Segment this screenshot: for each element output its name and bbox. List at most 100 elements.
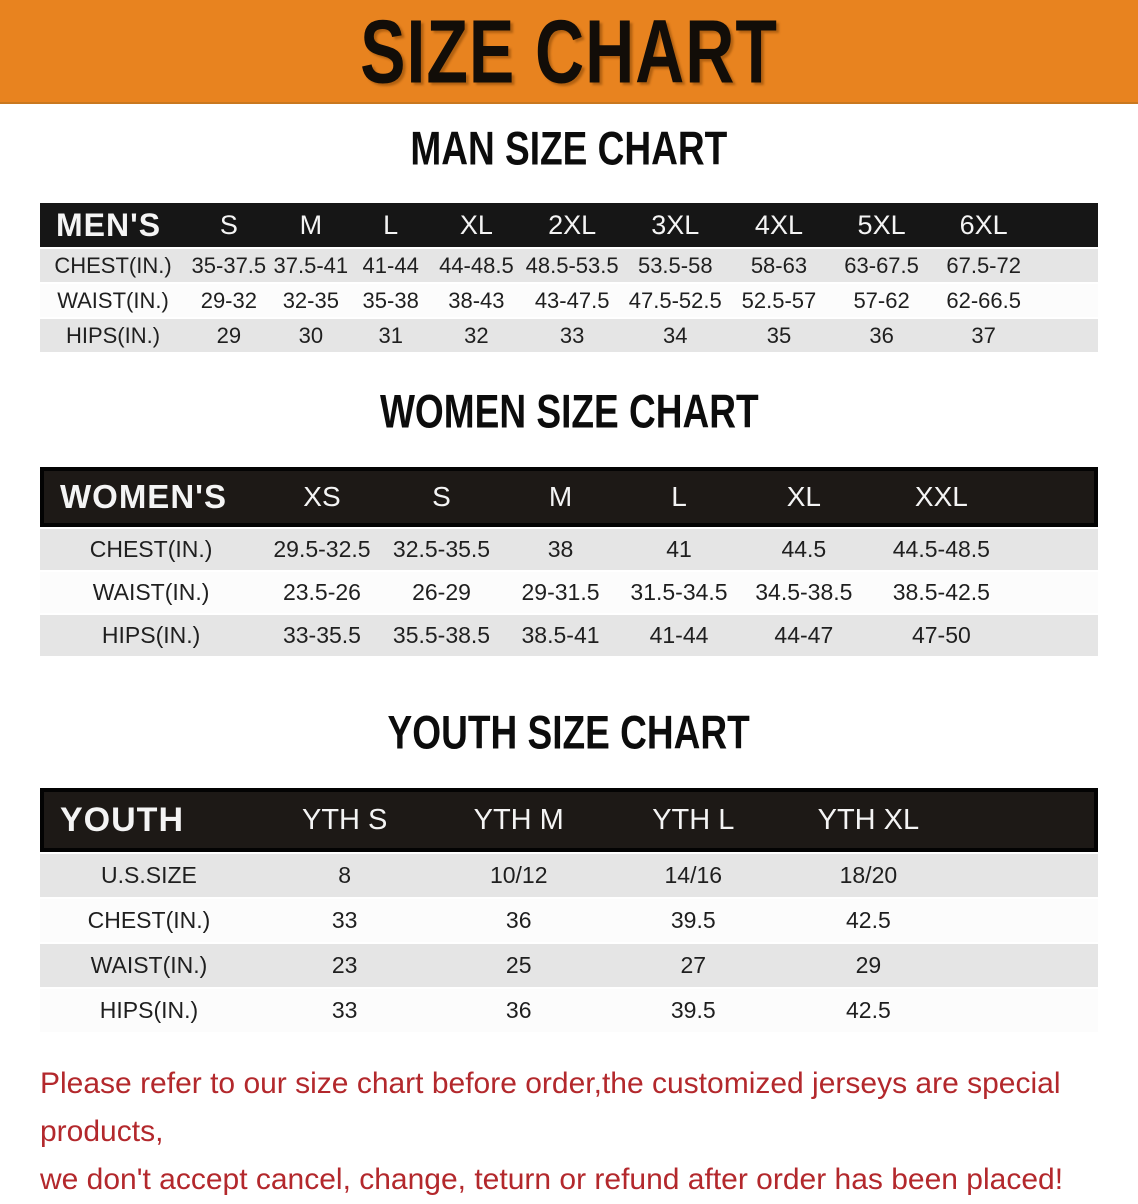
spacer-cell [956,899,1098,942]
women-col-xxl: XXL [869,467,1014,527]
spacer-cell [956,989,1098,1032]
cell: 25 [431,944,606,987]
cell: 29 [186,319,272,352]
cell: 14/16 [606,854,781,897]
cell: 32 [431,319,522,352]
cell: 62-66.5 [932,284,1035,317]
cell: 39.5 [606,899,781,942]
spacer-cell [956,944,1098,987]
cell: 48.5-53.5 [521,249,623,282]
cell: 10/12 [431,854,606,897]
men-col-3xl: 3XL [622,203,728,247]
spacer-cell [956,788,1098,852]
cell: 58-63 [727,249,831,282]
row-label: HIPS(IN.) [40,615,263,656]
women-waist-row: WAIST(IN.) 23.5-26 26-29 29-31.5 31.5-34… [40,572,1098,613]
cell: 35-37.5 [186,249,272,282]
men-size-table: MEN'S S M L XL 2XL 3XL 4XL 5XL 6XL CHEST… [40,201,1098,354]
men-col-s: S [186,203,272,247]
youth-chest-row: CHEST(IN.) 33 36 39.5 42.5 [40,899,1098,942]
cell: 37 [932,319,1035,352]
youth-col-m: YTH M [431,788,606,852]
row-label: CHEST(IN.) [40,249,186,282]
men-hips-row: HIPS(IN.) 29 30 31 32 33 34 35 36 37 [40,319,1098,352]
row-label: WAIST(IN.) [40,284,186,317]
men-section-heading: MAN SIZE CHART [0,123,1138,178]
cell: 43-47.5 [521,284,623,317]
cell: 38.5-41 [501,615,620,656]
spacer-cell [1034,284,1098,317]
cell: 35 [727,319,831,352]
youth-waist-row: WAIST(IN.) 23 25 27 29 [40,944,1098,987]
cell: 52.5-57 [727,284,831,317]
cell: 41-44 [619,615,739,656]
cell: 29-32 [186,284,272,317]
spacer-cell [1034,203,1098,247]
cell: 32-35 [271,284,350,317]
spacer-cell [1013,529,1098,570]
disclaimer: Please refer to our size chart before or… [40,1060,1110,1204]
men-section-heading-text: MAN SIZE CHART [410,123,728,176]
women-col-s: S [381,467,502,527]
cell: 26-29 [381,572,502,613]
cell: 33 [521,319,623,352]
youth-col-l: YTH L [606,788,781,852]
men-col-l: L [349,203,432,247]
cell: 57-62 [830,284,933,317]
disclaimer-line-2: we don't accept cancel, change, teturn o… [40,1163,1064,1196]
spacer-cell [1034,319,1098,352]
cell: 8 [257,854,432,897]
cell: 38-43 [431,284,522,317]
men-col-6xl: 6XL [932,203,1035,247]
men-table-title: MEN'S [40,203,186,247]
men-col-2xl: 2XL [521,203,623,247]
page-title: SIZE CHART [360,0,778,102]
cell: 33-35.5 [262,615,382,656]
men-chest-row: CHEST(IN.) 35-37.5 37.5-41 41-44 44-48.5… [40,249,1098,282]
youth-header-row: YOUTH YTH S YTH M YTH L YTH XL [40,788,1098,852]
row-label: U.S.SIZE [40,854,258,897]
cell: 53.5-58 [622,249,728,282]
cell: 67.5-72 [932,249,1035,282]
youth-section-heading-text: YOUTH SIZE CHART [387,707,751,760]
cell: 35-38 [349,284,432,317]
cell: 32.5-35.5 [381,529,502,570]
cell: 29.5-32.5 [262,529,382,570]
cell: 34 [622,319,728,352]
cell: 33 [257,989,432,1032]
cell: 39.5 [606,989,781,1032]
youth-table-title: YOUTH [40,788,258,852]
men-col-m: M [271,203,350,247]
youth-section-heading: YOUTH SIZE CHART [0,707,1138,762]
cell: 41 [619,529,739,570]
men-header-row: MEN'S S M L XL 2XL 3XL 4XL 5XL 6XL [40,203,1098,247]
spacer-cell [1034,249,1098,282]
youth-hips-row: HIPS(IN.) 33 36 39.5 42.5 [40,989,1098,1032]
cell: 36 [830,319,933,352]
cell: 44-47 [738,615,870,656]
cell: 31 [349,319,432,352]
women-hips-row: HIPS(IN.) 33-35.5 35.5-38.5 38.5-41 41-4… [40,615,1098,656]
row-label: CHEST(IN.) [40,529,263,570]
cell: 38.5-42.5 [869,572,1014,613]
cell: 33 [257,899,432,942]
cell: 29 [780,944,957,987]
cell: 35.5-38.5 [381,615,502,656]
row-label: WAIST(IN.) [40,572,263,613]
cell: 42.5 [780,989,957,1032]
men-col-5xl: 5XL [830,203,933,247]
cell: 47.5-52.5 [622,284,728,317]
cell: 41-44 [349,249,432,282]
cell: 36 [431,989,606,1032]
cell: 47-50 [869,615,1014,656]
cell: 42.5 [780,899,957,942]
men-waist-row: WAIST(IN.) 29-32 32-35 35-38 38-43 43-47… [40,284,1098,317]
cell: 44-48.5 [431,249,522,282]
spacer-cell [956,854,1098,897]
row-label: HIPS(IN.) [40,319,186,352]
cell: 37.5-41 [271,249,350,282]
women-col-l: L [619,467,739,527]
youth-size-table: YOUTH YTH S YTH M YTH L YTH XL U.S.SIZE … [40,786,1098,1034]
youth-col-s: YTH S [257,788,432,852]
